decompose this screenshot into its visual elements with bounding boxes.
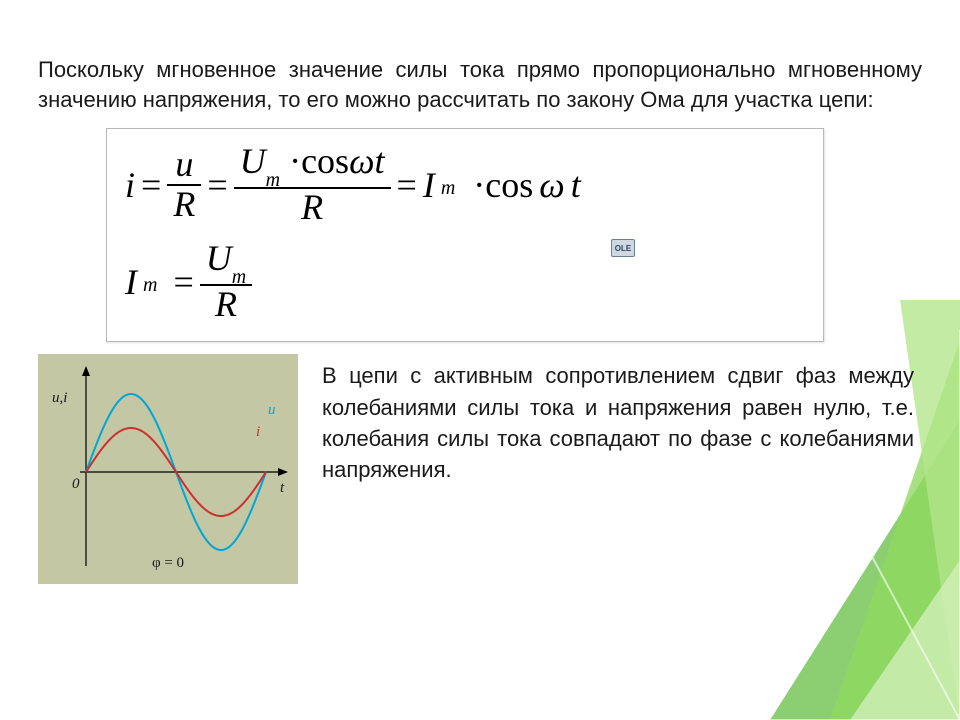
phase-paragraph: В цепи с активным сопротивлением сдвиг ф… <box>322 354 922 485</box>
eq1-frac2: Um ·cosωt R <box>234 143 391 226</box>
eq1-frac1: u R <box>167 146 201 224</box>
eq2-lhs-I: I <box>125 261 137 303</box>
eq1-eq1: = <box>141 164 161 206</box>
svg-text:i: i <box>256 424 260 440</box>
svg-text:u,i: u,i <box>52 390 67 406</box>
equation-2: Im = Um R <box>125 240 805 323</box>
eq1-eq3: = <box>397 164 417 206</box>
ole-icon: OLE <box>611 239 635 257</box>
svg-text:u: u <box>268 402 276 418</box>
equation-1: i = u R = Um ·cosωt R = Im ·cosωt <box>125 143 805 226</box>
eq1-eq2: = <box>207 164 227 206</box>
intro-paragraph: Поскольку мгновенное значение силы тока … <box>38 55 922 114</box>
svg-text:φ = 0: φ = 0 <box>152 555 184 571</box>
lower-row: u,it0uiφ = 0 В цепи с активным сопротивл… <box>38 354 922 584</box>
slide-content: Поскольку мгновенное значение силы тока … <box>0 0 960 604</box>
eq2-frac: Um R <box>200 240 252 323</box>
chart-container: u,it0uiφ = 0 <box>38 354 298 584</box>
eq1-rhs-I: I <box>423 164 435 206</box>
svg-text:0: 0 <box>72 476 80 492</box>
eq1-lhs: i <box>125 164 135 206</box>
formula-box: i = u R = Um ·cosωt R = Im ·cosωt Im <box>106 128 824 342</box>
phase-chart: u,it0uiφ = 0 <box>38 354 298 584</box>
